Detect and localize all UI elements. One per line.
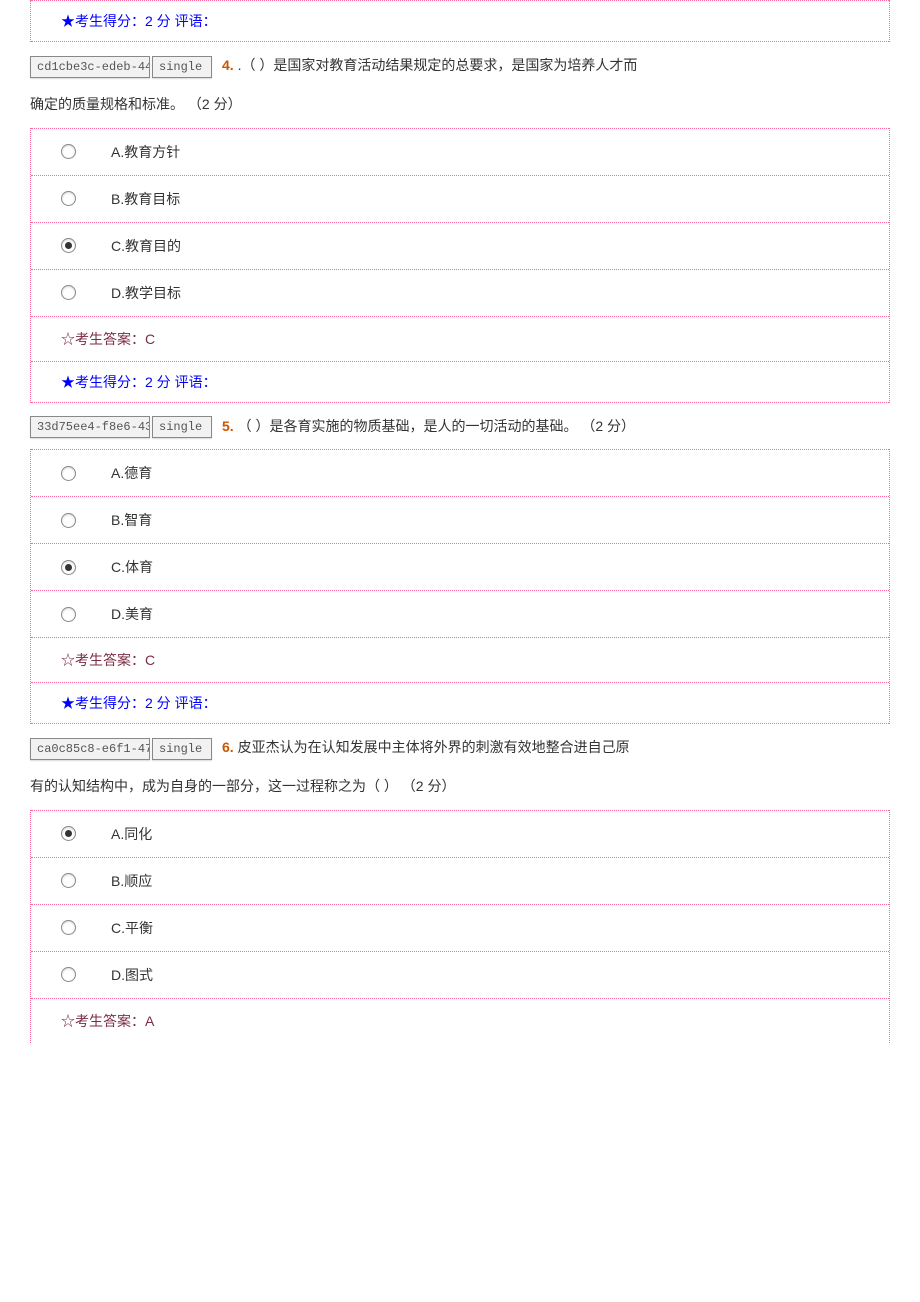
q6-answer-row: ☆考生答案：A <box>31 999 889 1043</box>
q5-header-text: 5. （ ）是各育实施的物质基础，是人的一切活动的基础。 （2 分） <box>222 411 635 442</box>
q4-answer-text: ☆考生答案：C <box>61 331 155 347</box>
q6-option-d-row[interactable]: D.图式 <box>31 952 889 999</box>
q6-block: ca0c85c8-e6f1-47dsingle 6. 皮亚杰认为在认知发展中主体… <box>30 732 890 1043</box>
q3-score-row: ★考生得分：2 分 评语： <box>31 0 889 42</box>
q5-option-a-label: A.德育 <box>111 463 152 483</box>
q5-header-row: 33d75ee4-f8e6-435single 5. （ ）是各育实施的物质基础… <box>30 411 890 442</box>
q6-option-a-row[interactable]: A.同化 <box>31 810 889 858</box>
q5-option-b-label: B.智育 <box>111 510 152 530</box>
q4-text-part2: 确定的质量规格和标准。 （2 分） <box>30 89 890 120</box>
q6-options-wrap: A.同化 B.顺应 C.平衡 D.图式 ☆考生答案：A <box>30 810 890 1043</box>
q6-option-a-radio-cell <box>61 826 111 841</box>
radio-icon[interactable] <box>61 607 76 622</box>
radio-icon[interactable] <box>61 191 76 206</box>
q4-answer-row: ☆考生答案：C <box>31 317 889 362</box>
q5-answer-row: ☆考生答案：C <box>31 638 889 683</box>
q5-id-box-1: 33d75ee4-f8e6-435 <box>30 416 150 438</box>
q5-number: 5. <box>222 418 234 434</box>
q5-score-text: ★考生得分：2 分 评语： <box>61 695 217 711</box>
q5-option-a-row[interactable]: A.德育 <box>31 449 889 497</box>
q4-score-text: ★考生得分：2 分 评语： <box>61 374 217 390</box>
q4-option-c-row[interactable]: C.教育目的 <box>31 223 889 270</box>
q5-option-b-row[interactable]: B.智育 <box>31 497 889 544</box>
q5-score-row: ★考生得分：2 分 评语： <box>31 683 889 724</box>
q5-answer-text: ☆考生答案：C <box>61 652 155 668</box>
q4-id-boxes: cd1cbe3c-edeb-44fsingle <box>30 56 214 81</box>
q5-option-b-radio-cell <box>61 513 111 528</box>
q6-id-box-1: ca0c85c8-e6f1-47d <box>30 738 150 760</box>
q4-score-row: ★考生得分：2 分 评语： <box>31 362 889 403</box>
q6-option-c-label: C.平衡 <box>111 918 153 938</box>
q6-text-part1: 皮亚杰认为在认知发展中主体将外界的刺激有效地整合进自己原 <box>238 739 630 755</box>
q4-option-a-row[interactable]: A.教育方针 <box>31 128 889 176</box>
radio-icon[interactable] <box>61 144 76 159</box>
q6-option-c-row[interactable]: C.平衡 <box>31 905 889 952</box>
q3-score-text: ★考生得分：2 分 评语： <box>61 13 217 29</box>
q4-id-box-1: cd1cbe3c-edeb-44f <box>30 56 150 78</box>
q4-option-b-row[interactable]: B.教育目标 <box>31 176 889 223</box>
radio-icon[interactable] <box>61 826 76 841</box>
q4-header-row: cd1cbe3c-edeb-44fsingle 4. .（ ）是国家对教育活动结… <box>30 50 890 81</box>
q6-id-boxes: ca0c85c8-e6f1-47dsingle <box>30 738 214 763</box>
q5-option-c-label: C.体育 <box>111 557 153 577</box>
q5-option-c-row[interactable]: C.体育 <box>31 544 889 591</box>
q5-option-a-radio-cell <box>61 466 111 481</box>
q4-options-wrap: A.教育方针 B.教育目标 C.教育目的 D.教学目标 ☆考生答案：C ★考生得… <box>30 128 890 403</box>
q6-header-row: ca0c85c8-e6f1-47dsingle 6. 皮亚杰认为在认知发展中主体… <box>30 732 890 763</box>
q5-id-boxes: 33d75ee4-f8e6-435single <box>30 416 214 441</box>
q5-text-part1: （ ）是各育实施的物质基础，是人的一切活动的基础。 （2 分） <box>238 418 635 434</box>
q6-option-a-label: A.同化 <box>111 824 152 844</box>
radio-icon[interactable] <box>61 285 76 300</box>
quiz-container: ★考生得分：2 分 评语： cd1cbe3c-edeb-44fsingle 4.… <box>0 0 920 1079</box>
q6-id-box-2: single <box>152 738 212 760</box>
q6-answer-text: ☆考生答案：A <box>61 1013 154 1029</box>
q4-header-text: 4. .（ ）是国家对教育活动结果规定的总要求，是国家为培养人才而 <box>222 50 637 81</box>
q4-id-box-2: single <box>152 56 212 78</box>
q4-option-a-radio-cell <box>61 144 111 159</box>
radio-icon[interactable] <box>61 967 76 982</box>
q6-header-text: 6. 皮亚杰认为在认知发展中主体将外界的刺激有效地整合进自己原 <box>222 732 630 763</box>
q6-text-part2: 有的认知结构中，成为自身的一部分，这一过程称之为（ ） （2 分） <box>30 771 890 802</box>
q4-option-d-radio-cell <box>61 285 111 300</box>
q4-option-a-label: A.教育方针 <box>111 142 180 162</box>
q4-number: 4. <box>222 57 234 73</box>
q4-text-part1: .（ ）是国家对教育活动结果规定的总要求，是国家为培养人才而 <box>238 57 638 73</box>
q5-option-d-row[interactable]: D.美育 <box>31 591 889 638</box>
q4-option-c-radio-cell <box>61 238 111 253</box>
q4-option-b-radio-cell <box>61 191 111 206</box>
q6-number: 6. <box>222 739 234 755</box>
radio-icon[interactable] <box>61 466 76 481</box>
q5-block: 33d75ee4-f8e6-435single 5. （ ）是各育实施的物质基础… <box>30 411 890 725</box>
q6-option-c-radio-cell <box>61 920 111 935</box>
radio-icon[interactable] <box>61 513 76 528</box>
q6-option-d-label: D.图式 <box>111 965 153 985</box>
q6-option-b-label: B.顺应 <box>111 871 152 891</box>
q5-option-d-radio-cell <box>61 607 111 622</box>
q4-option-b-label: B.教育目标 <box>111 189 180 209</box>
q4-option-d-label: D.教学目标 <box>111 283 181 303</box>
q5-option-c-radio-cell <box>61 560 111 575</box>
q6-option-b-radio-cell <box>61 873 111 888</box>
q5-options-wrap: A.德育 B.智育 C.体育 D.美育 ☆考生答案：C ★考生得分：2 分 评语… <box>30 449 890 724</box>
q4-option-c-label: C.教育目的 <box>111 236 181 256</box>
q6-option-d-radio-cell <box>61 967 111 982</box>
q4-option-d-row[interactable]: D.教学目标 <box>31 270 889 317</box>
radio-icon[interactable] <box>61 920 76 935</box>
radio-icon[interactable] <box>61 238 76 253</box>
q4-block: cd1cbe3c-edeb-44fsingle 4. .（ ）是国家对教育活动结… <box>30 50 890 403</box>
radio-icon[interactable] <box>61 873 76 888</box>
q3-score-block: ★考生得分：2 分 评语： <box>30 0 890 42</box>
q5-id-box-2: single <box>152 416 212 438</box>
q5-option-d-label: D.美育 <box>111 604 153 624</box>
radio-icon[interactable] <box>61 560 76 575</box>
q6-option-b-row[interactable]: B.顺应 <box>31 858 889 905</box>
